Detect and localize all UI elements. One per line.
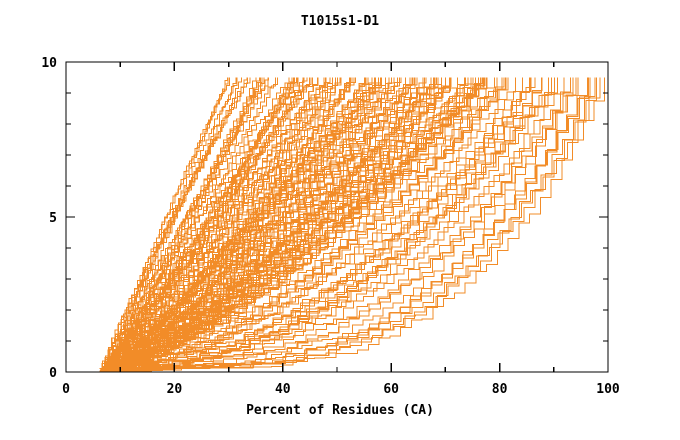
series-line: [102, 77, 413, 372]
x-tick-label: 20: [167, 382, 183, 397]
series-line: [104, 77, 295, 373]
series-line: [102, 77, 265, 373]
series-line: [102, 77, 406, 370]
series-line: [105, 77, 299, 373]
series-line: [98, 77, 243, 373]
x-tick-label: 40: [275, 382, 291, 397]
series-line: [99, 77, 376, 373]
x-tick-label: 100: [596, 382, 620, 397]
series-line: [102, 77, 482, 373]
series-line: [100, 77, 402, 373]
series-line: [101, 77, 229, 370]
series-line: [100, 77, 376, 370]
series-line: [107, 77, 401, 373]
series-line: [108, 77, 238, 370]
x-tick-label: 0: [62, 382, 70, 397]
plot-border: [65, 61, 609, 373]
series-group: [98, 77, 606, 373]
series-line: [101, 77, 442, 372]
series-line: [107, 77, 269, 373]
tick-marks: [65, 61, 609, 373]
series-line: [101, 77, 290, 373]
series-line: [101, 77, 352, 372]
series-line: [106, 77, 481, 373]
y-tick-label: 0: [49, 366, 57, 381]
series-line: [104, 77, 523, 373]
x-tick-label: 60: [383, 382, 399, 397]
series-line: [102, 77, 248, 373]
series-line: [98, 77, 251, 373]
page-title: T1015s1-D1: [300, 14, 380, 29]
tick-labels: 0 20 40 60 80 100 0 5 10: [41, 56, 620, 397]
y-tick-label: 10: [41, 56, 57, 71]
series-line: [103, 77, 342, 372]
x-tick-label: 80: [492, 382, 508, 397]
y-tick-label: 5: [49, 211, 57, 226]
series-line: [99, 77, 486, 373]
series-line: [100, 77, 427, 373]
series-line: [101, 77, 498, 373]
series-line: [109, 77, 482, 373]
axis-frame: [65, 61, 609, 373]
series-line: [101, 77, 496, 373]
x-axis-label: Percent of Residues (CA): [246, 403, 434, 418]
series-line: [103, 77, 386, 371]
series-line: [103, 77, 532, 370]
series-line: [105, 77, 276, 373]
series-line: [100, 77, 488, 372]
series-line: [103, 77, 556, 371]
series-line: [101, 77, 333, 372]
series-line: [110, 77, 606, 371]
